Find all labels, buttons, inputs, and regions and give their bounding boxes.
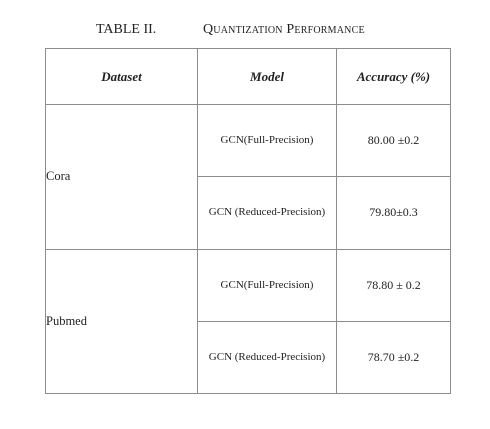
table-row: Cora GCN(Full-Precision) 80.00 ±0.2 — [45, 103, 451, 250]
accuracy-cell: 80.00 ±0.2 — [336, 103, 451, 178]
model-cell: GCN(Full-Precision) — [197, 248, 337, 322]
header-model: Model — [197, 48, 337, 105]
table-row: GCN (Reduced-Precision) 79.80±0.3 — [46, 176, 451, 250]
table-title: Quantization Performance — [203, 22, 365, 37]
header-row: Dataset Model Accuracy (%) — [45, 48, 451, 105]
header-accuracy: Accuracy (%) — [336, 48, 451, 105]
quantization-table: Dataset Model Accuracy (%) Cora GCN(Full… — [45, 48, 451, 395]
accuracy-cell: 78.80 ± 0.2 — [336, 248, 451, 322]
accuracy-cell: 79.80±0.3 — [336, 176, 451, 250]
dataset-cell-pubmed: Pubmed — [45, 248, 198, 394]
table-row: Pubmed GCN(Full-Precision) 78.80 ± 0.2 — [45, 248, 451, 394]
table-row: GCN (Reduced-Precision) 78.70 ±0.2 — [46, 320, 451, 395]
table-caption: TABLE II. Quantization Performance — [0, 20, 490, 40]
header-dataset: Dataset — [45, 48, 198, 105]
model-cell: GCN (Reduced-Precision) — [197, 176, 337, 250]
dataset-cell-cora: Cora — [45, 104, 198, 250]
model-cell: GCN(Full-Precision) — [197, 103, 337, 178]
accuracy-cell: 78.70 ±0.2 — [336, 320, 451, 395]
table-number: TABLE II. — [96, 22, 157, 37]
model-cell: GCN (Reduced-Precision) — [197, 320, 337, 395]
